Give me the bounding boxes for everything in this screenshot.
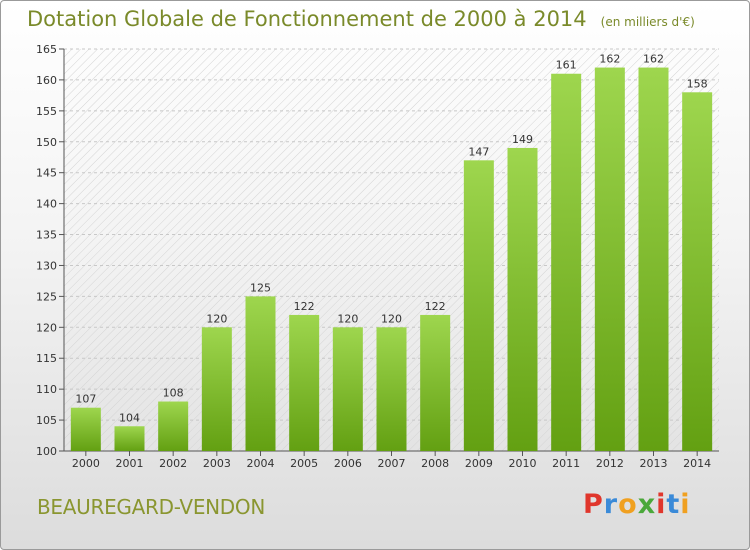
bar bbox=[376, 327, 407, 451]
data-label: 120 bbox=[381, 312, 402, 325]
data-label: 147 bbox=[468, 145, 489, 158]
logo-letter: P bbox=[583, 489, 604, 520]
bar bbox=[551, 73, 582, 451]
chart-title: Dotation Globale de Fonctionnement de 20… bbox=[27, 7, 587, 31]
data-label: 149 bbox=[512, 133, 533, 146]
x-tick-label: 2012 bbox=[596, 457, 624, 470]
bar bbox=[114, 426, 145, 451]
x-tick-label: 2006 bbox=[334, 457, 362, 470]
data-label: 107 bbox=[75, 393, 96, 406]
bar bbox=[420, 314, 451, 451]
bar bbox=[201, 327, 232, 451]
data-label: 161 bbox=[556, 59, 577, 72]
bar bbox=[332, 327, 363, 451]
x-tick-label: 2005 bbox=[290, 457, 318, 470]
logo-letter: o bbox=[618, 489, 638, 520]
logo-letter: i bbox=[656, 489, 667, 520]
bar bbox=[463, 160, 494, 452]
logo-letter: r bbox=[603, 489, 619, 520]
y-tick-label: 110 bbox=[36, 383, 57, 396]
y-tick-label: 130 bbox=[36, 259, 57, 272]
x-tick-label: 2002 bbox=[159, 457, 187, 470]
x-tick-label: 2013 bbox=[640, 457, 668, 470]
x-tick-label: 2014 bbox=[683, 457, 711, 470]
y-tick-label: 125 bbox=[36, 290, 57, 303]
y-tick-label: 105 bbox=[36, 414, 57, 427]
town-name: BEAUREGARD-VENDON bbox=[37, 495, 266, 519]
y-tick-label: 120 bbox=[36, 321, 57, 334]
data-label: 108 bbox=[163, 387, 184, 400]
data-label: 162 bbox=[643, 53, 664, 66]
y-tick-label: 100 bbox=[36, 445, 57, 458]
logo-letter: t bbox=[666, 489, 681, 520]
data-label: 122 bbox=[294, 300, 315, 313]
bar bbox=[70, 407, 101, 451]
x-tick-label: 2010 bbox=[509, 457, 537, 470]
data-label: 120 bbox=[206, 312, 227, 325]
x-tick-label: 2009 bbox=[465, 457, 493, 470]
y-tick-label: 140 bbox=[36, 198, 57, 211]
bar bbox=[682, 92, 713, 452]
logo-letter: i bbox=[680, 489, 691, 520]
data-label: 104 bbox=[119, 411, 140, 424]
chart-title-block: Dotation Globale de Fonctionnement de 20… bbox=[27, 7, 695, 31]
x-tick-label: 2001 bbox=[116, 457, 144, 470]
plot-area: 100 105 110 115 120 125 130 135 140 145 150 155 160 1… bbox=[36, 43, 719, 470]
chart-unit: (en milliers d'€) bbox=[600, 15, 695, 29]
bar bbox=[638, 67, 669, 452]
y-tick-label: 150 bbox=[36, 136, 57, 149]
data-label: 122 bbox=[425, 300, 446, 313]
data-label: 125 bbox=[250, 281, 271, 294]
y-tick-label: 160 bbox=[36, 74, 57, 87]
bar bbox=[158, 401, 189, 451]
data-label: 162 bbox=[599, 53, 620, 66]
x-tick-label: 2004 bbox=[247, 457, 275, 470]
x-tick-label: 2007 bbox=[378, 457, 406, 470]
y-tick-label: 115 bbox=[36, 352, 57, 365]
y-tick-label: 155 bbox=[36, 105, 57, 118]
x-tick-label: 2011 bbox=[552, 457, 580, 470]
data-label: 158 bbox=[687, 77, 708, 90]
logo-letter: x bbox=[637, 489, 657, 520]
bar bbox=[289, 314, 320, 451]
proxiti-logo: Proxiti bbox=[583, 489, 691, 520]
x-tick-label: 2000 bbox=[72, 457, 100, 470]
bar bbox=[245, 296, 276, 451]
y-tick-label: 165 bbox=[36, 43, 57, 56]
y-tick-label: 145 bbox=[36, 167, 57, 180]
bar bbox=[594, 67, 625, 452]
x-tick-label: 2003 bbox=[203, 457, 231, 470]
x-tick-label: 2008 bbox=[421, 457, 449, 470]
data-label: 120 bbox=[337, 312, 358, 325]
y-tick-label: 135 bbox=[36, 229, 57, 242]
bar bbox=[507, 147, 538, 451]
